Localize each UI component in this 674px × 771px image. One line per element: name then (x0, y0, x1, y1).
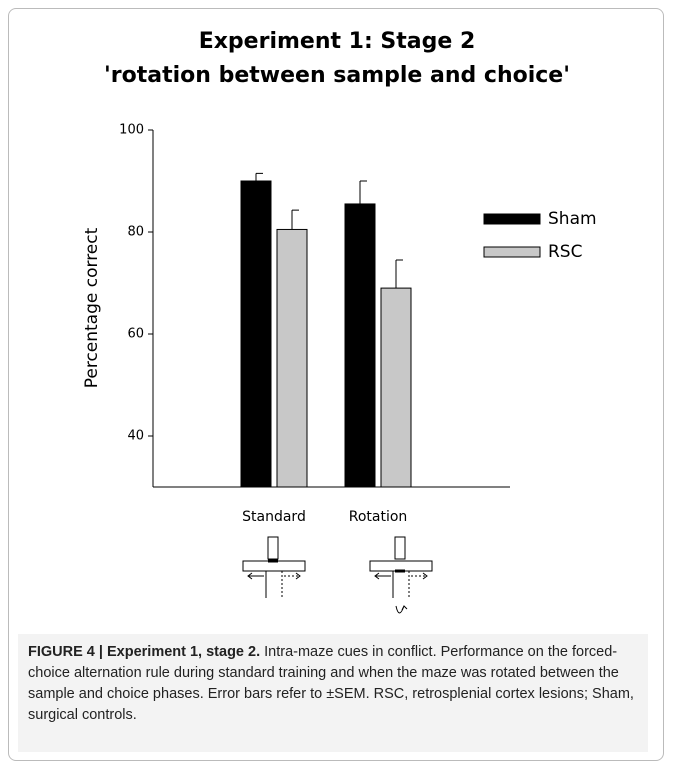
bar (276, 228, 308, 488)
caption-label: FIGURE 4 | Experiment 1, stage 2. (28, 644, 261, 660)
caption: FIGURE 4 | Experiment 1, stage 2. Intra-… (18, 634, 648, 752)
chart: Experiment 1: Stage 2 'rotation between … (82, 29, 597, 614)
figure-frame (8, 8, 664, 761)
y-tick-label: 60 (127, 327, 144, 342)
bar (344, 203, 376, 488)
legend-swatch (483, 246, 541, 258)
chart-title: Experiment 1: Stage 2 (199, 29, 476, 54)
y-tick-label: 100 (119, 123, 144, 138)
bar (380, 287, 412, 488)
maze-rotation (369, 536, 433, 614)
error-bar (359, 180, 367, 204)
legend-label: RSC (548, 242, 582, 262)
error-bar (291, 209, 299, 230)
maze-standard (242, 536, 306, 598)
y-tick-label: 80 (127, 225, 144, 240)
bar (240, 180, 272, 488)
legend-label: Sham (548, 209, 597, 229)
error-bar (395, 259, 403, 289)
error-bar (255, 172, 263, 181)
y-tick-label: 40 (127, 429, 144, 444)
legend-swatch (483, 213, 541, 225)
y-axis-label: Percentage correct (82, 227, 102, 388)
x-tick-label: Rotation (349, 509, 408, 525)
caption-text: Intra-maze cues in conflict. Performance… (28, 644, 634, 723)
x-tick-label: Standard (242, 509, 306, 525)
chart-subtitle: 'rotation between sample and choice' (104, 63, 570, 88)
